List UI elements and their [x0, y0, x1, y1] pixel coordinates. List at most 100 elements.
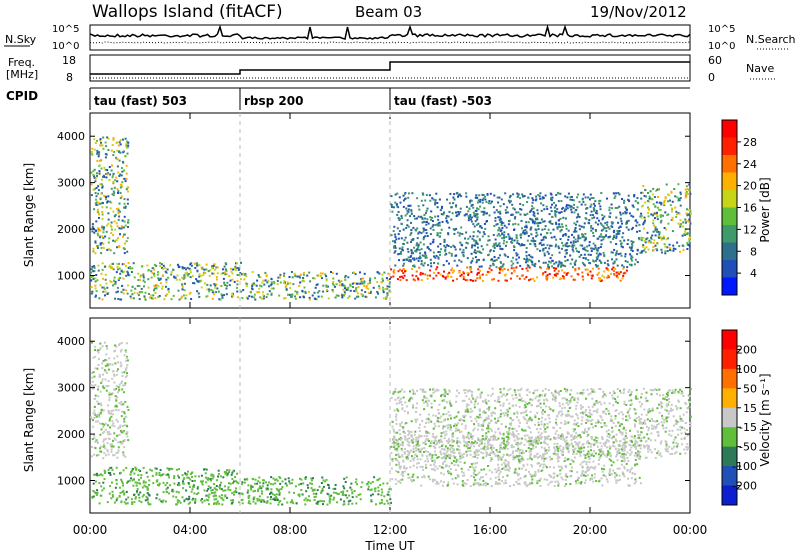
data-cell	[262, 294, 264, 296]
data-cell	[611, 464, 613, 466]
data-cell	[606, 267, 608, 269]
data-cell	[105, 142, 107, 144]
data-cell	[588, 244, 590, 246]
data-cell	[326, 289, 328, 291]
data-cell	[608, 269, 610, 271]
data-cell	[566, 402, 568, 404]
data-cell	[101, 227, 103, 229]
data-cell	[599, 280, 601, 282]
data-cell	[452, 478, 454, 480]
data-cell	[348, 503, 350, 505]
data-cell	[471, 438, 473, 440]
data-cell	[448, 481, 450, 483]
data-cell	[141, 265, 143, 267]
data-cell	[416, 227, 418, 229]
data-cell	[569, 245, 571, 247]
data-cell	[600, 246, 602, 248]
data-cell	[615, 252, 617, 254]
data-cell	[536, 428, 538, 430]
data-cell	[405, 436, 407, 438]
data-cell	[609, 207, 611, 209]
data-cell	[401, 217, 403, 219]
nave-tick-bottom: 0	[708, 71, 715, 84]
data-cell	[634, 483, 636, 485]
data-cell	[279, 274, 281, 276]
data-cell	[222, 268, 224, 270]
data-cell	[112, 491, 114, 493]
data-cell	[138, 482, 140, 484]
data-cell	[603, 252, 605, 254]
data-cell	[595, 422, 597, 424]
data-cell	[615, 473, 617, 475]
data-cell	[546, 232, 548, 234]
data-cell	[101, 247, 103, 249]
data-cell	[636, 222, 638, 224]
nave-tick-top: 60	[708, 54, 722, 67]
data-cell	[430, 233, 432, 235]
data-cell	[660, 455, 662, 457]
data-cell	[92, 270, 94, 272]
data-cell	[260, 487, 262, 489]
data-cell	[472, 244, 474, 246]
data-cell	[631, 260, 633, 262]
data-cell	[557, 481, 559, 483]
data-cell	[363, 282, 365, 284]
data-cell	[535, 245, 537, 247]
data-cell	[165, 484, 167, 486]
data-cell	[657, 196, 659, 198]
data-cell	[221, 494, 223, 496]
data-cell	[91, 154, 93, 156]
data-cell	[513, 271, 515, 273]
data-cell	[234, 281, 236, 283]
data-cell	[431, 440, 433, 442]
data-cell	[395, 464, 397, 466]
data-cell	[467, 479, 469, 481]
data-cell	[188, 273, 190, 275]
data-cell	[225, 268, 227, 270]
data-cell	[101, 489, 103, 491]
data-cell	[583, 236, 585, 238]
data-cell	[95, 481, 97, 483]
data-cell	[240, 278, 242, 280]
data-cell	[214, 269, 216, 271]
data-cell	[550, 232, 552, 234]
data-cell	[481, 245, 483, 247]
data-cell	[514, 389, 516, 391]
data-cell	[105, 283, 107, 285]
data-cell	[445, 217, 447, 219]
data-cell	[434, 203, 436, 205]
data-cell	[211, 265, 213, 267]
data-cell	[560, 266, 562, 268]
data-cell	[426, 210, 428, 212]
data-cell	[541, 394, 543, 396]
data-cell	[616, 440, 618, 442]
data-cell	[627, 460, 629, 462]
data-cell	[142, 274, 144, 276]
data-cell	[542, 390, 544, 392]
data-cell	[455, 249, 457, 251]
data-cell	[222, 272, 224, 274]
data-cell	[94, 180, 96, 182]
data-cell	[210, 490, 212, 492]
data-cell	[502, 456, 504, 458]
data-cell	[557, 485, 559, 487]
data-cell	[683, 449, 685, 451]
data-cell	[617, 222, 619, 224]
data-cell	[635, 459, 637, 461]
data-cell	[546, 279, 548, 281]
data-cell	[551, 237, 553, 239]
data-cell	[160, 282, 162, 284]
data-cell	[102, 278, 104, 280]
data-cell	[173, 483, 175, 485]
data-cell	[643, 222, 645, 224]
y-tick-label: 4000	[57, 130, 85, 143]
data-cell	[398, 446, 400, 448]
data-cell	[402, 265, 404, 267]
data-cell	[351, 492, 353, 494]
data-cell	[226, 285, 228, 287]
data-cell	[434, 454, 436, 456]
data-cell	[115, 291, 117, 293]
data-cell	[107, 223, 109, 225]
data-cell	[333, 497, 335, 499]
data-cell	[552, 277, 554, 279]
